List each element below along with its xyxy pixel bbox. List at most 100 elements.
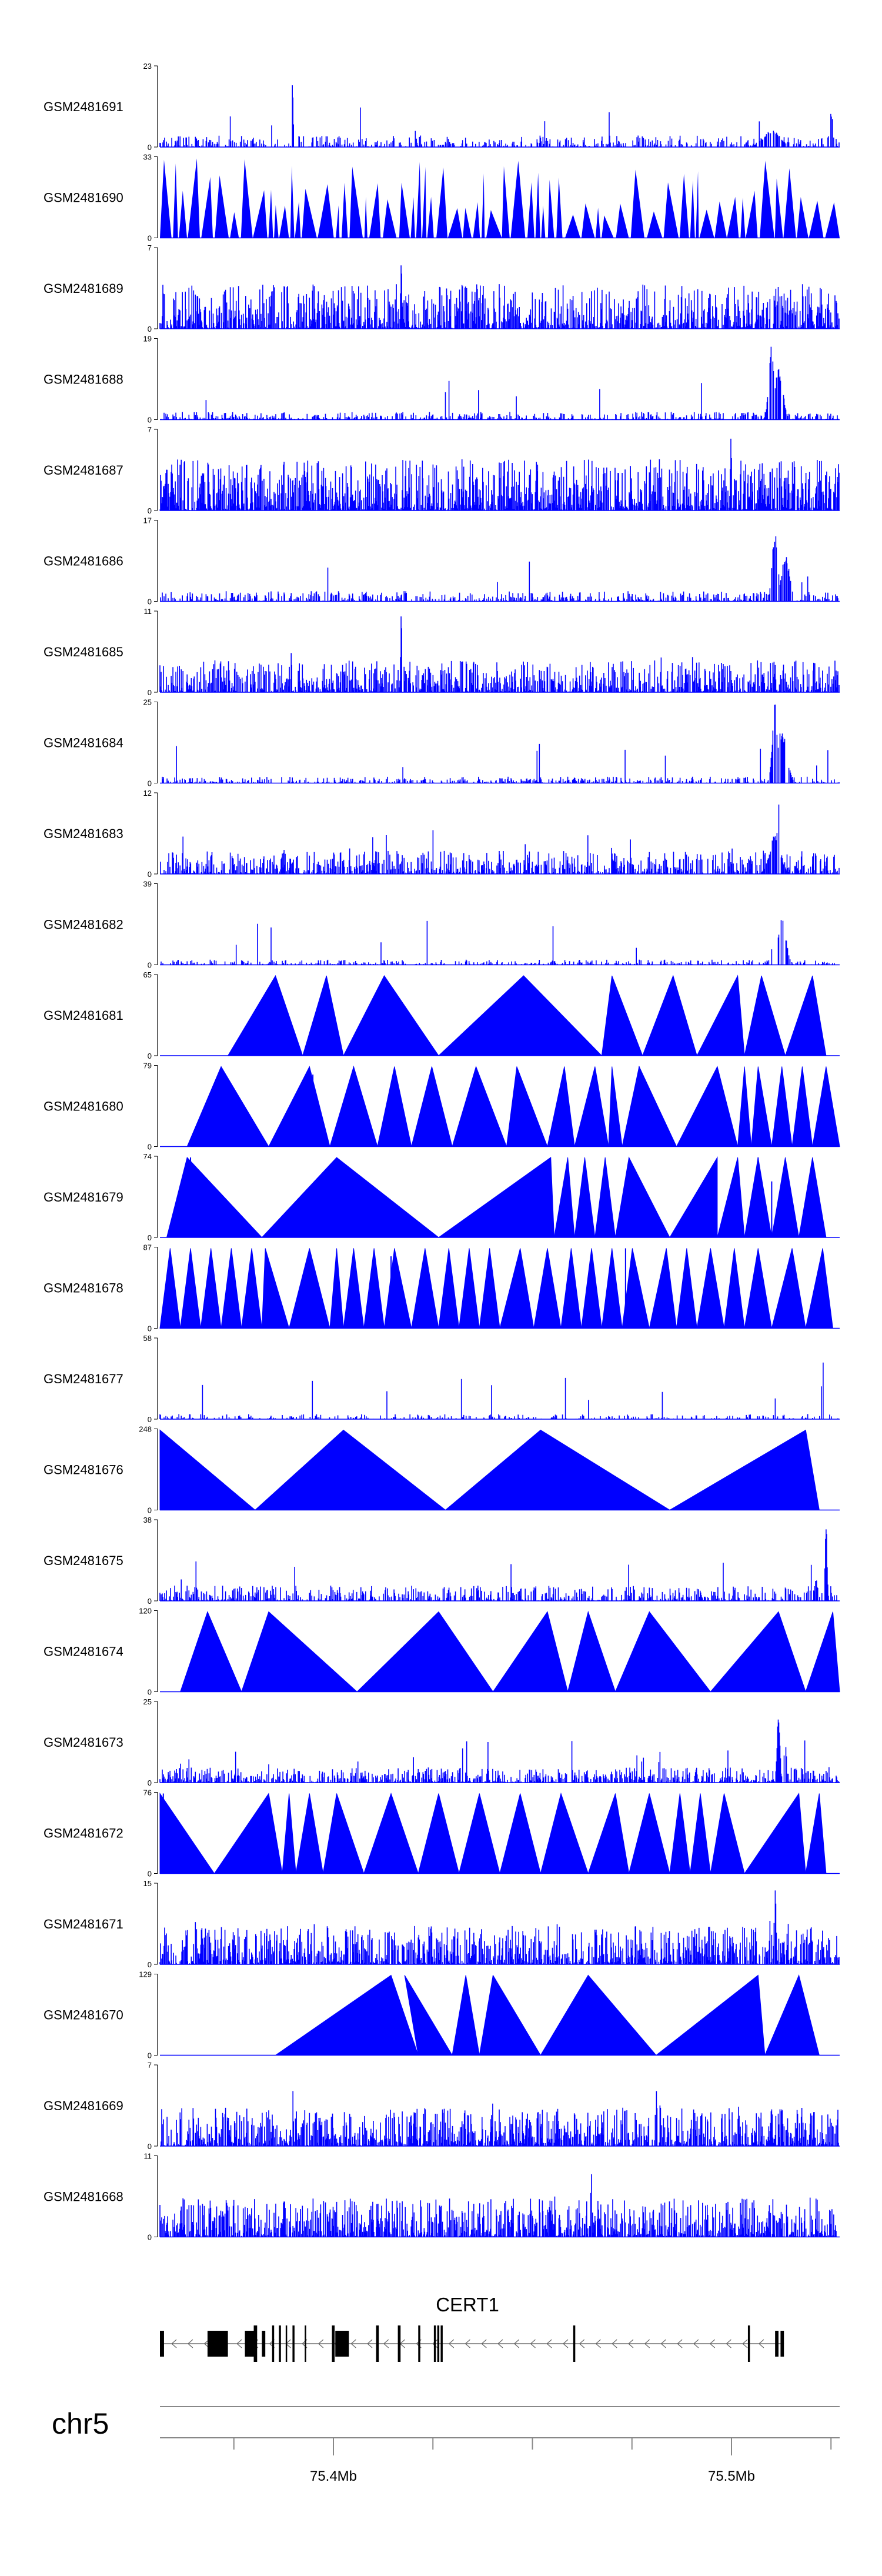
coverage-track: GSM2481684 25 0 [44,698,840,788]
coverage-spike [740,198,746,238]
coverage-block [533,1248,562,1329]
strand-chevron [709,2339,716,2348]
coverage-block [744,975,786,1056]
coverage-spike [727,196,739,238]
gene-exon [292,2325,295,2362]
coverage-spike [290,165,295,238]
coverage-block [479,1248,500,1329]
coverage-spike [746,191,758,238]
y-tick-label-zero: 0 [148,234,152,243]
strand-chevron [595,2339,601,2348]
y-tick-label-zero: 0 [148,1870,152,1878]
y-tick-label-zero: 0 [148,779,152,788]
strand-chevron [465,2339,470,2348]
y-tick-label-zero: 0 [148,1688,152,1697]
coverage-track: GSM2481675 38 0 [44,1516,840,1606]
coverage-block [799,1157,827,1238]
coverage-signal [160,805,840,874]
coverage-block [363,1248,385,1329]
y-tick-label-max: 39 [143,880,152,889]
coverage-signal [162,705,840,783]
coverage-block [363,1792,419,1874]
coverage-track: GSM2481668 11 0 [44,2152,840,2242]
gene-exon [775,2331,779,2357]
y-tick-label-zero: 0 [148,325,152,333]
coverage-block [261,1157,440,1238]
coverage-block [581,1248,602,1329]
coverage-signal [159,265,840,329]
y-tick-label-max: 65 [143,970,152,979]
coverage-block [669,1793,691,1874]
strand-chevron [530,2339,536,2348]
track-label: GSM2481676 [44,1463,123,1477]
coverage-block [744,1248,772,1329]
genome-axis-tick-label: 75.5Mb [708,2468,755,2484]
coverage-block [601,1248,623,1329]
coverage-spike [230,212,239,238]
track-label: GSM2481685 [44,645,123,659]
y-tick-label-zero: 0 [148,506,152,515]
coverage-block [764,1974,820,2056]
coverage-track: GSM2481679 74 0 [44,1152,840,1242]
coverage-block [567,1610,616,1692]
coverage-spike [473,202,480,238]
coverage-block [329,1248,344,1329]
y-tick-label-max: 38 [143,1516,152,1524]
strand-chevron [758,2339,764,2348]
gene-exon [253,2325,258,2362]
coverage-track: GSM2481669 7 0 [44,2061,840,2151]
coverage-signal [159,85,840,147]
coverage-track: GSM2481683 12 0 [44,789,840,879]
coverage-track: GSM2481686 17 0 [44,516,840,606]
y-tick-label-zero: 0 [148,1143,152,1152]
coverage-track: GSM2481676 248 0 [44,1425,840,1515]
coverage-block [574,1157,596,1238]
y-tick-label-max: 15 [143,1879,152,1888]
coverage-track: GSM2481673 25 0 [44,1697,840,1787]
y-tick-label-zero: 0 [148,416,152,425]
coverage-spike [565,214,580,238]
coverage-block [383,1248,412,1329]
y-tick-label-max: 23 [143,62,152,71]
coverage-spike [215,175,229,238]
coverage-spike [295,201,301,238]
gene-exon [433,2325,436,2362]
coverage-spike [463,208,472,238]
track-label: GSM2481675 [44,1553,123,1568]
coverage-spike [616,203,629,238]
coverage-spike [179,191,188,238]
y-tick-label-zero: 0 [148,1052,152,1060]
gene-exon [780,2331,784,2357]
coverage-spike [422,166,427,238]
coverage-block [261,1248,290,1329]
coverage-block [458,1793,500,1874]
coverage-block [649,1248,677,1329]
coverage-block [669,1429,820,1510]
coverage-block [241,1611,358,1692]
coverage-spike [696,171,699,238]
track-label: GSM2481690 [44,191,123,205]
track-label: GSM2481678 [44,1281,123,1296]
coverage-spike [774,178,783,238]
track-label: GSM2481668 [44,2190,123,2204]
coverage-track: GSM2481688 19 0 [44,335,840,425]
coverage-spike [541,205,546,238]
coverage-block [696,1248,725,1329]
coverage-spike [581,203,595,238]
track-label: GSM2481672 [44,1826,123,1841]
coverage-block [805,1793,827,1874]
coverage-spike [201,176,213,238]
coverage-block [717,1157,745,1238]
y-tick-label-max: 7 [148,425,152,434]
track-label: GSM2481671 [44,1917,123,1931]
coverage-spike [630,169,644,238]
coverage-block [200,1248,222,1329]
coverage-block [771,1066,793,1147]
strand-chevron [432,2339,438,2348]
coverage-block [499,1793,542,1874]
coverage-signal [159,1529,837,1601]
coverage-spike [527,182,534,238]
coverage-block [710,1793,745,1874]
coverage-spike [825,202,840,238]
